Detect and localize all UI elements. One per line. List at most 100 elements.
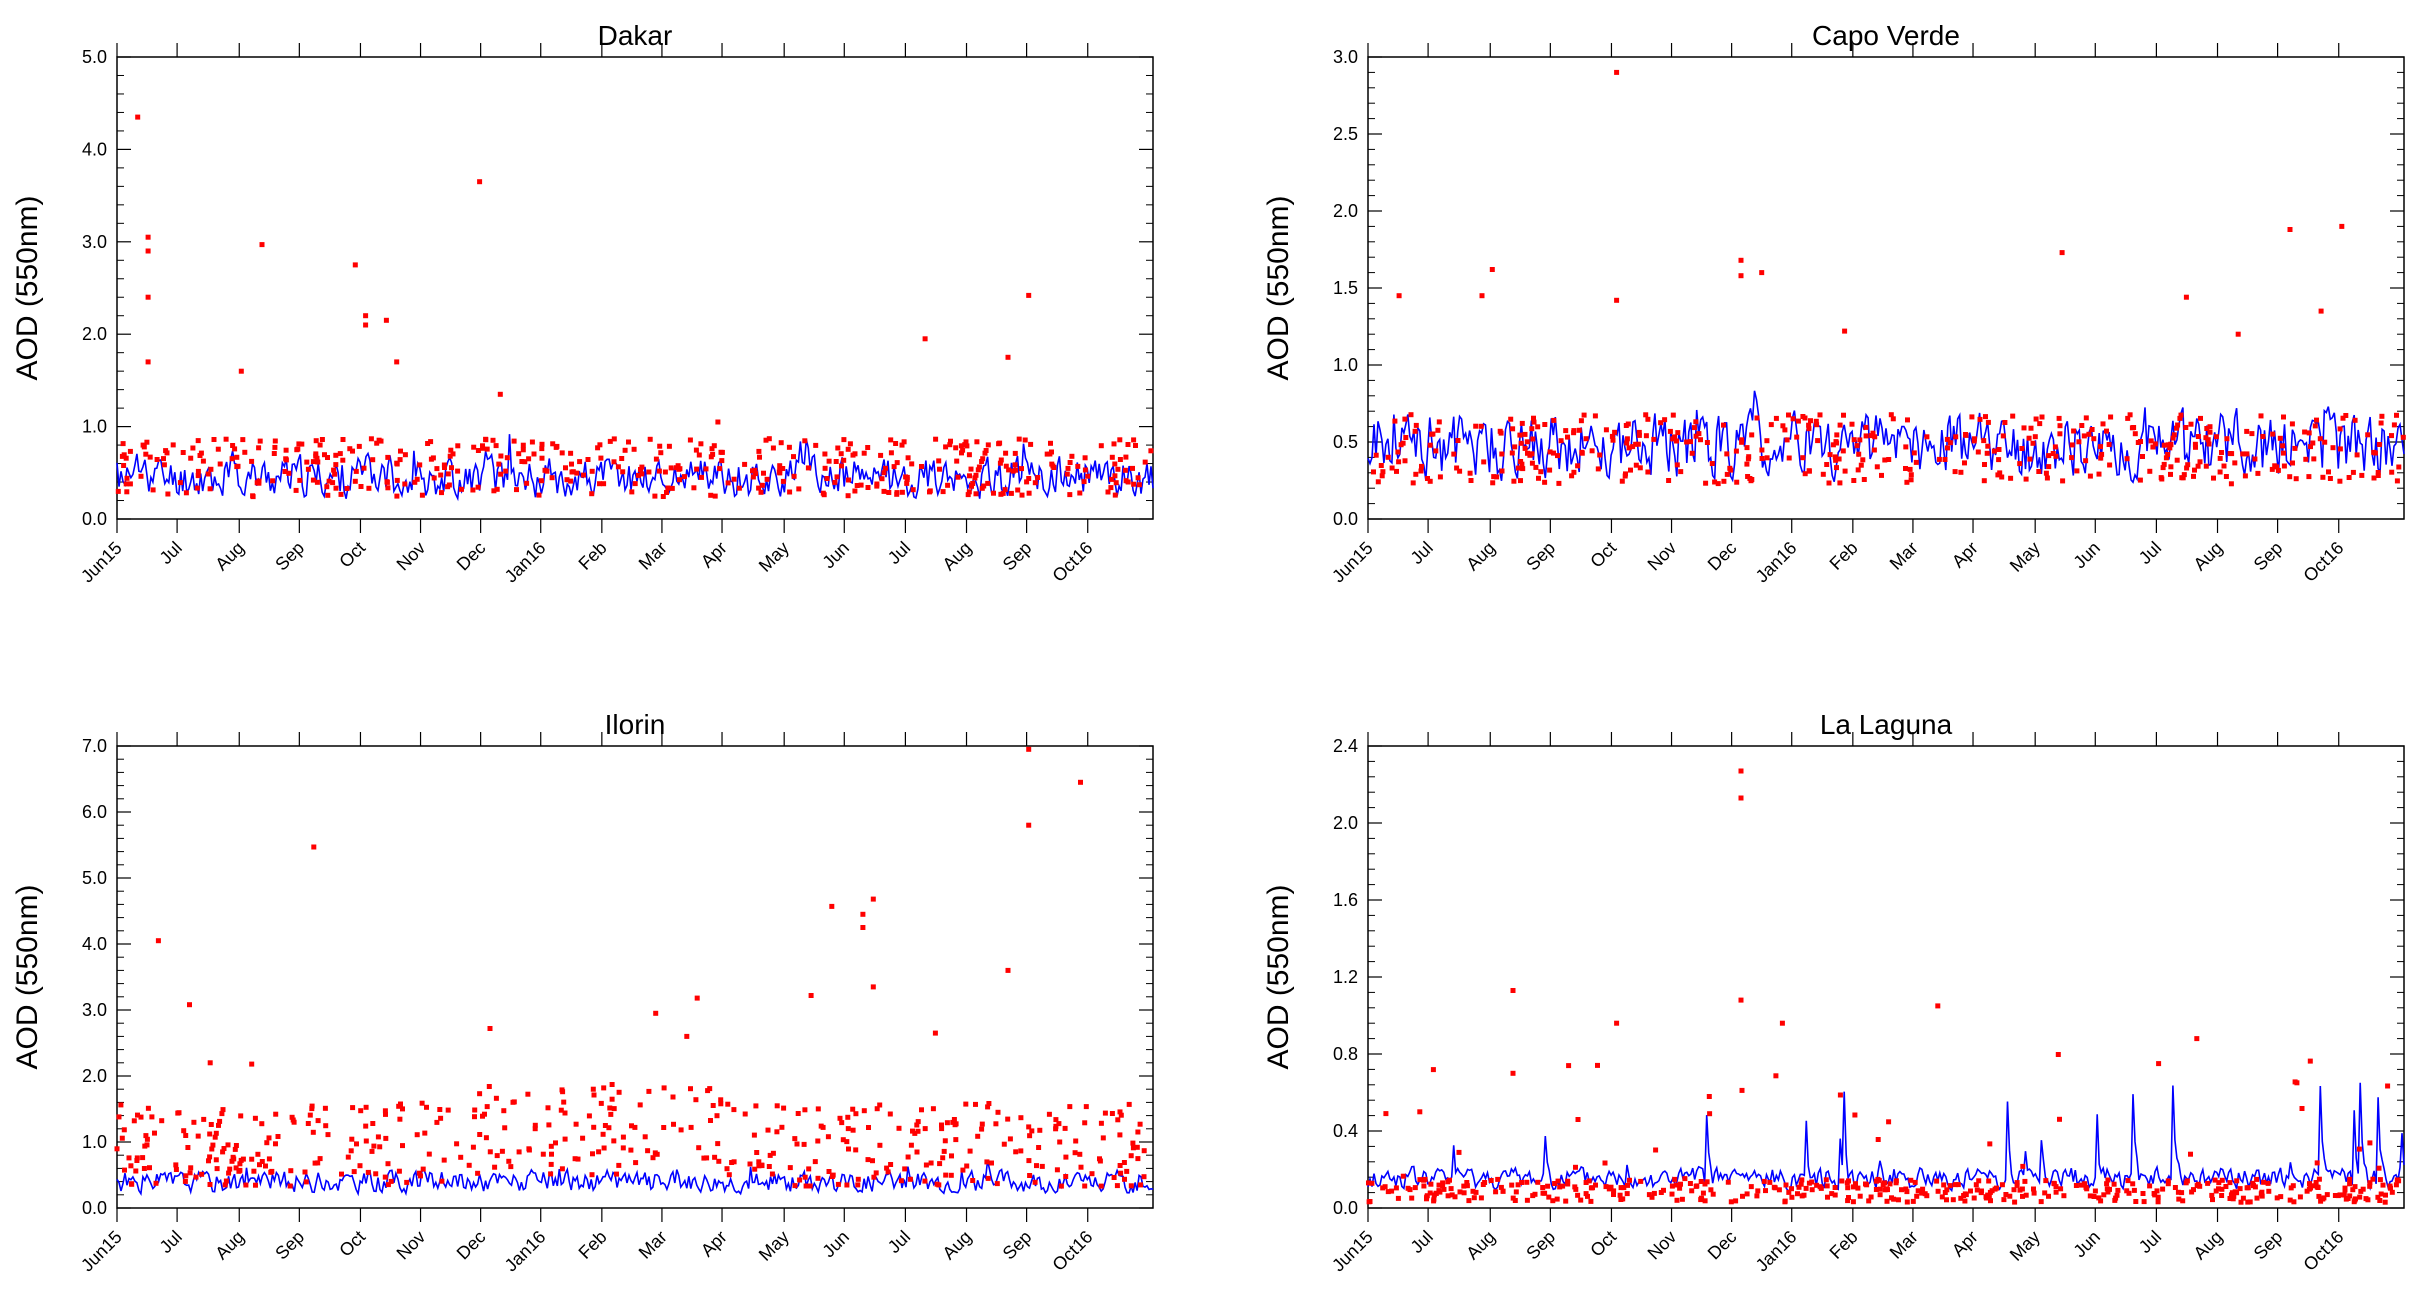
obs-point — [293, 487, 299, 493]
obs-point — [973, 1101, 978, 1107]
obs-point — [716, 1158, 722, 1164]
obs-point — [997, 440, 1003, 446]
obs-point — [1510, 426, 1516, 432]
obs-point — [548, 1171, 554, 1177]
obs-point — [633, 1160, 639, 1166]
obs-point — [2347, 1181, 2353, 1187]
obs-point — [779, 1124, 785, 1130]
obs-point — [371, 1143, 377, 1149]
obs-point — [573, 1121, 579, 1127]
obs-point — [1540, 1185, 1546, 1190]
obs-point — [2252, 456, 2258, 462]
obs-point — [661, 1125, 667, 1130]
obs-point — [1529, 460, 1535, 466]
obs-point — [884, 1165, 890, 1171]
obs-point — [1638, 1178, 1644, 1184]
obs-point — [1950, 1197, 1956, 1203]
obs-point — [414, 476, 420, 482]
obs-point — [2180, 1198, 2186, 1204]
obs-point — [1661, 1187, 1666, 1193]
x-tick-label: Jun15 — [77, 538, 126, 587]
obs-point — [2023, 1192, 2029, 1198]
obs-point — [757, 454, 762, 460]
obs-point — [466, 1162, 472, 1168]
obs-point — [2165, 442, 2171, 448]
obs-point — [175, 1110, 181, 1116]
obs-point — [1997, 470, 2003, 476]
obs-point — [620, 1145, 626, 1151]
obs-point — [234, 464, 240, 470]
obs-point — [2011, 1187, 2017, 1193]
obs-point — [2078, 1182, 2084, 1188]
obs-point — [2376, 1165, 2382, 1171]
x-tick-label: Sep — [2250, 1227, 2287, 1264]
obs-point — [255, 1151, 261, 1157]
y-tick-label: 1.2 — [1333, 967, 1358, 987]
obs-point — [2073, 1183, 2079, 1188]
obs-point — [441, 462, 447, 468]
obs-point — [385, 1161, 391, 1167]
obs-point — [891, 464, 897, 470]
obs-point — [123, 481, 129, 487]
obs-point — [628, 1147, 634, 1153]
obs-point — [718, 1097, 724, 1103]
obs-point — [149, 1114, 155, 1120]
obs-point — [1049, 461, 1055, 467]
obs-point — [222, 1182, 228, 1188]
obs-point — [1524, 1197, 1530, 1203]
obs-point — [1430, 1067, 1436, 1073]
obs-point — [596, 1149, 602, 1155]
obs-point — [170, 442, 176, 448]
obs-point — [315, 459, 321, 465]
obs-point — [145, 248, 151, 254]
obs-point — [394, 493, 400, 499]
obs-point — [761, 470, 766, 476]
obs-point — [601, 481, 607, 487]
obs-point — [797, 1177, 803, 1183]
obs-point — [1808, 418, 1813, 424]
x-tick-label: Jun15 — [1328, 1227, 1377, 1276]
obs-point — [1825, 1194, 1830, 1200]
obs-point — [1565, 1178, 1571, 1184]
obs-point — [1136, 482, 1142, 488]
x-tick-label: Mar — [635, 1227, 671, 1263]
obs-point — [2183, 425, 2189, 430]
obs-point — [669, 485, 675, 491]
obs-point — [2389, 1189, 2395, 1195]
x-tick-label: Apr — [697, 1227, 731, 1261]
obs-point — [263, 1163, 268, 1169]
obs-point — [2079, 423, 2085, 428]
obs-point — [326, 478, 332, 484]
obs-point — [1767, 1179, 1773, 1185]
obs-point — [708, 492, 714, 498]
obs-point — [206, 1158, 211, 1164]
obs-point — [532, 1126, 538, 1132]
obs-point — [904, 480, 910, 486]
obs-point — [1903, 466, 1908, 471]
obs-point — [2108, 414, 2114, 420]
obs-point — [1148, 448, 1154, 454]
obs-point — [1417, 1109, 1423, 1115]
obs-point — [1028, 441, 1034, 447]
y-tick-label: 4.0 — [82, 934, 107, 954]
obs-point — [498, 471, 504, 477]
x-tick-label: Jul — [1406, 1227, 1436, 1257]
obs-point — [1849, 421, 1855, 427]
obs-point — [826, 1169, 832, 1174]
obs-point — [883, 465, 888, 471]
obs-point — [839, 463, 844, 469]
obs-point — [1122, 467, 1128, 473]
obs-point — [609, 1082, 615, 1087]
obs-point — [922, 1178, 928, 1184]
obs-point — [597, 481, 602, 487]
obs-point — [1555, 453, 1560, 459]
obs-point — [2240, 451, 2246, 457]
obs-point — [483, 1135, 489, 1141]
obs-point — [2185, 462, 2191, 468]
obs-point — [839, 1120, 845, 1126]
obs-point — [1396, 459, 1402, 465]
obs-point — [337, 451, 343, 457]
obs-point — [1905, 417, 1910, 423]
obs-point — [2353, 1196, 2358, 1202]
obs-point — [803, 1183, 809, 1189]
